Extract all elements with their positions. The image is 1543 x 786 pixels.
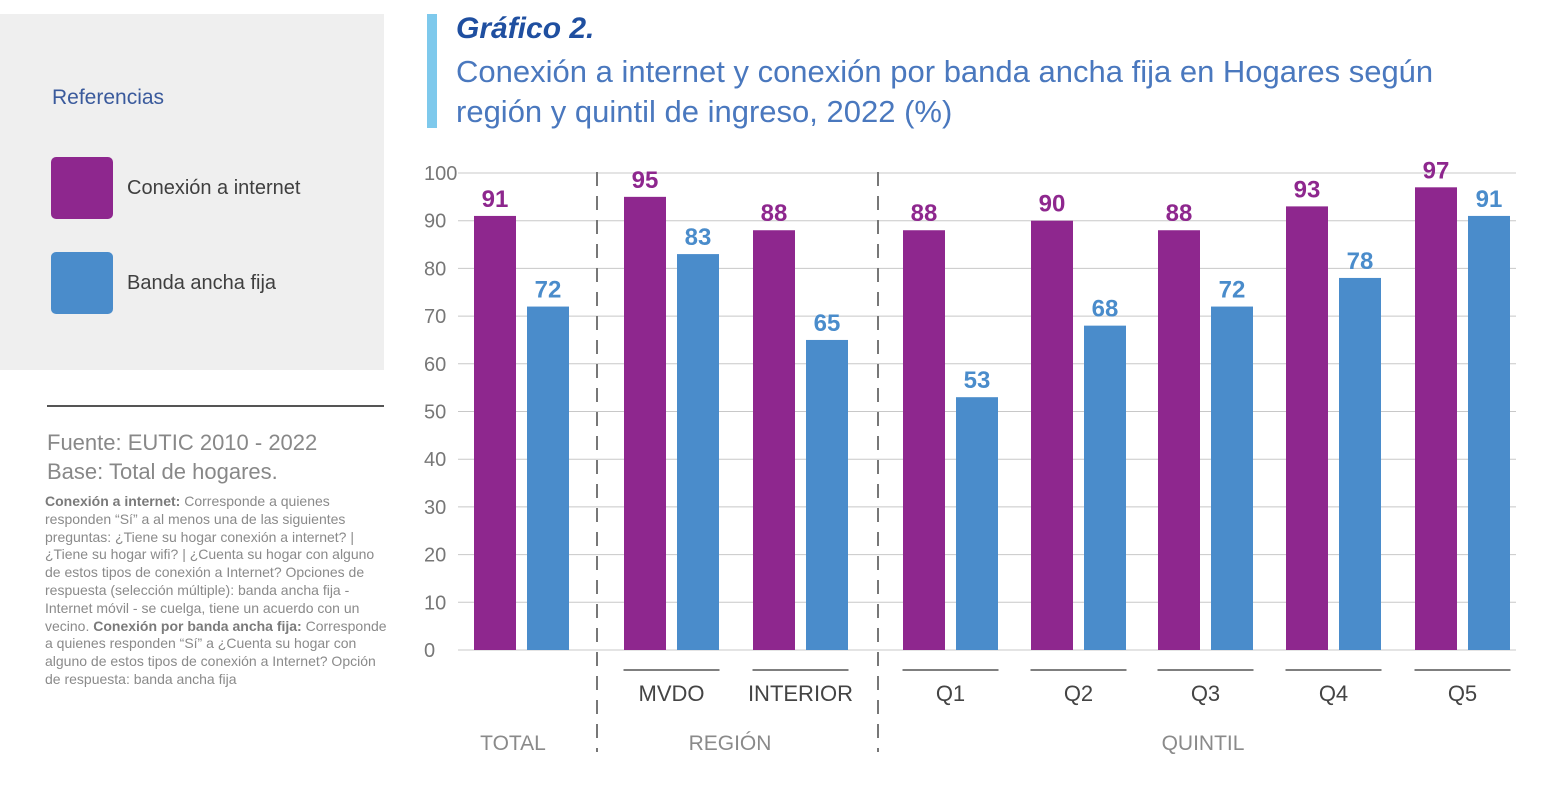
data-label-internet: 90 [1039, 191, 1066, 218]
data-label-broadband: 78 [1347, 248, 1374, 275]
legend-panel: Referencias Conexión a internet Banda an… [0, 14, 384, 370]
group-label: QUINTIL [1162, 732, 1245, 755]
y-tick-label: 100 [424, 163, 457, 185]
category-label: MVDO [639, 681, 705, 706]
definition-text-broadband: Corresponde a quienes responden “Sí” a ¿… [45, 617, 387, 687]
chart-subtitle: Conexión a internet y conexión por banda… [456, 54, 1434, 129]
y-tick-label: 10 [424, 592, 446, 614]
bar-internet [624, 196, 666, 650]
legend-swatch-broadband [51, 252, 113, 314]
y-tick-label: 90 [424, 211, 446, 233]
bar-broadband [1211, 306, 1253, 650]
y-tick-label: 20 [424, 545, 446, 567]
legend-title: Referencias [52, 86, 165, 109]
y-tick-label: 50 [424, 402, 446, 424]
category-label: Q1 [936, 681, 965, 706]
bar-internet [1286, 206, 1328, 650]
data-label-internet: 93 [1294, 176, 1321, 203]
category-label: INTERIOR [748, 681, 853, 706]
data-label-broadband: 65 [814, 310, 841, 337]
bar-internet [903, 230, 945, 651]
legend-swatch-internet [51, 157, 113, 219]
bar-broadband [1084, 325, 1126, 650]
definition-term-broadband: Conexión por banda ancha fija: [93, 617, 302, 634]
base-line: Base: Total de hogares. [47, 459, 278, 484]
bar-internet [474, 215, 516, 650]
legend-item-internet: Conexión a internet [51, 157, 300, 219]
data-label-broadband: 72 [1219, 277, 1246, 304]
data-label-internet: 95 [632, 167, 659, 194]
legend-label-broadband: Banda ancha fija [127, 271, 277, 294]
category-label: Q4 [1319, 681, 1348, 706]
data-label-broadband: 72 [535, 277, 562, 304]
y-tick-label: 40 [424, 449, 446, 471]
bar-broadband [1468, 215, 1510, 650]
data-label-internet: 97 [1423, 157, 1450, 184]
y-tick-label: 30 [424, 497, 446, 519]
chart-title: Gráfico 2. [456, 12, 595, 45]
data-label-internet: 88 [1166, 200, 1193, 227]
y-tick-label: 80 [424, 258, 446, 280]
group-label: TOTAL [480, 732, 546, 755]
data-label-broadband: 53 [964, 367, 991, 394]
data-label-internet: 91 [482, 186, 509, 213]
bar-broadband [1339, 277, 1381, 650]
data-label-broadband: 68 [1092, 296, 1119, 323]
source-line: Fuente: EUTIC 2010 - 2022 [47, 430, 318, 455]
data-label-broadband: 83 [685, 224, 712, 251]
bar-internet [1031, 220, 1073, 650]
category-label: Q5 [1448, 681, 1477, 706]
bar-internet [1158, 230, 1200, 651]
y-tick-label: 60 [424, 354, 446, 376]
bar-internet [753, 230, 795, 651]
data-label-internet: 88 [761, 200, 788, 227]
title-accent-bar [427, 14, 437, 128]
bar-broadband [806, 339, 848, 650]
category-label: Q2 [1064, 681, 1093, 706]
bar-broadband [677, 254, 719, 650]
group-label: REGIÓN [689, 732, 772, 755]
category-label: Q3 [1191, 681, 1220, 706]
data-label-broadband: 91 [1476, 186, 1503, 213]
y-tick-label: 0 [424, 640, 435, 662]
source-note: Fuente: EUTIC 2010 - 2022 Base: Total de… [47, 428, 387, 486]
legend-label-internet: Conexión a internet [127, 176, 301, 199]
bar-broadband [527, 306, 569, 650]
bar-internet [1415, 187, 1457, 650]
definitions-note: Conexión a internet: Corresponde a quien… [45, 493, 387, 689]
bar-broadband [956, 397, 998, 650]
divider [47, 405, 384, 407]
y-tick-label: 70 [424, 306, 446, 328]
data-label-internet: 88 [911, 200, 938, 227]
definition-term-internet: Conexión a internet: [45, 493, 181, 509]
legend-item-broadband: Banda ancha fija [51, 252, 276, 314]
definition-text-internet: Corresponde a quienes responden “Sí” a a… [45, 493, 375, 634]
